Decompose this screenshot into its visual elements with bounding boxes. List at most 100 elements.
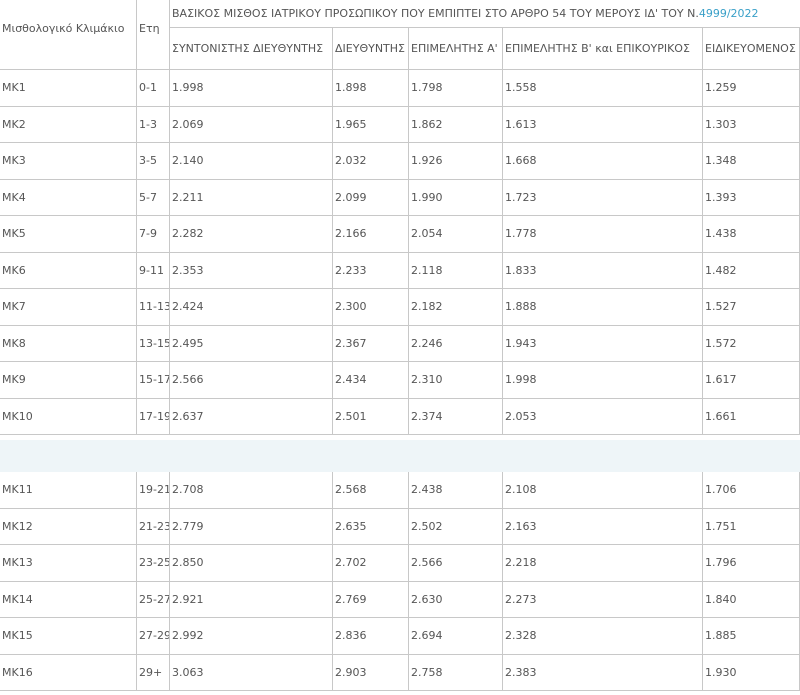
table-cell: 2.566: [170, 362, 333, 399]
table-cell: 3.063: [170, 654, 333, 691]
table-cell: 2.635: [333, 508, 409, 545]
grade-cell: ΜΚ2: [0, 106, 137, 143]
grade-cell: ΜΚ14: [0, 581, 137, 618]
table-cell: 2.758: [409, 654, 503, 691]
table-cell: 2.495: [170, 325, 333, 362]
table-cell: 2.282: [170, 216, 333, 253]
header-text: Ετη: [139, 22, 160, 35]
table-cell: 2.566: [409, 545, 503, 582]
table-cell: 2.438: [409, 472, 503, 509]
table-cell: 2.374: [409, 398, 503, 435]
grade-cell: ΜΚ8: [0, 325, 137, 362]
table-cell: 1.965: [333, 106, 409, 143]
table-cell: 25-27: [137, 581, 170, 618]
table-cell: 1.885: [703, 618, 800, 655]
table-cell: 9-11: [137, 252, 170, 289]
table-cell: 0-1: [137, 70, 170, 107]
table-cell: 2.300: [333, 289, 409, 326]
table-cell: 1-3: [137, 106, 170, 143]
table-cell: 1.348: [703, 143, 800, 180]
table-cell: 1.259: [703, 70, 800, 107]
table-cell: 2.054: [409, 216, 503, 253]
table-cell: 5-7: [137, 179, 170, 216]
table-cell: 7-9: [137, 216, 170, 253]
table-cell: 29+: [137, 654, 170, 691]
table-cell: 2.424: [170, 289, 333, 326]
grade-cell: ΜΚ12: [0, 508, 137, 545]
table-cell: 2.099: [333, 179, 409, 216]
table-cell: 2.434: [333, 362, 409, 399]
table-cell: 2.108: [503, 472, 703, 509]
header-cell: Ετη: [137, 0, 170, 70]
table-cell: 2.903: [333, 654, 409, 691]
column-header: ΣΥΝΤΟΝΙΣΤΗΣ ΔΙΕΥΘΥΝΤΗΣ: [170, 28, 333, 70]
table-cell: 2.163: [503, 508, 703, 545]
table-cell: 1.796: [703, 545, 800, 582]
column-header: ΕΙΔΙΚΕΥΟΜΕΝΟΣ: [703, 28, 800, 70]
header-cell: Μισθολογικό Κλιμάκιο: [0, 0, 137, 70]
table-cell: 1.862: [409, 106, 503, 143]
grade-cell: ΜΚ13: [0, 545, 137, 582]
table-cell: 2.836: [333, 618, 409, 655]
table-gap: [0, 440, 800, 472]
table-cell: 1.898: [333, 70, 409, 107]
table-cell: 27-29: [137, 618, 170, 655]
grade-cell: ΜΚ16: [0, 654, 137, 691]
table-cell: 1.572: [703, 325, 800, 362]
table-cell: 1.393: [703, 179, 800, 216]
table-cell: 1.661: [703, 398, 800, 435]
table-cell: 1.558: [503, 70, 703, 107]
table-cell: 1.438: [703, 216, 800, 253]
grade-cell: ΜΚ10: [0, 398, 137, 435]
table-cell: 17-19: [137, 398, 170, 435]
grade-cell: ΜΚ6: [0, 252, 137, 289]
title: ΒΑΣΙΚΟΣ ΜΙΣΘΟΣ ΙΑΤΡΙΚΟΥ ΠΡΟΣΩΠΙΚΟΥ ΠΟΥ Ε…: [172, 7, 699, 20]
table-cell: 2.702: [333, 545, 409, 582]
table-cell: 2.182: [409, 289, 503, 326]
table-cell: 2.032: [333, 143, 409, 180]
grade-cell: ΜΚ15: [0, 618, 137, 655]
table-cell: 2.053: [503, 398, 703, 435]
table-cell: 1.706: [703, 472, 800, 509]
table-cell: 2.769: [333, 581, 409, 618]
table-cell: 2.630: [409, 581, 503, 618]
table-cell: 1.833: [503, 252, 703, 289]
table-cell: 2.501: [333, 398, 409, 435]
title-link[interactable]: 4999/2022: [698, 7, 759, 20]
table-cell: 13-15: [137, 325, 170, 362]
table-cell: 2.383: [503, 654, 703, 691]
table-cell: 2.708: [170, 472, 333, 509]
table-cell: 23-25: [137, 545, 170, 582]
table-cell: 3-5: [137, 143, 170, 180]
column-header: ΕΠΙΜΕΛΗΤΗΣ Α': [409, 28, 503, 70]
grade-cell: ΜΚ9: [0, 362, 137, 399]
table-cell: 2.992: [170, 618, 333, 655]
table-cell: 1.943: [503, 325, 703, 362]
table-cell: 2.637: [170, 398, 333, 435]
table-cell: 2.273: [503, 581, 703, 618]
table-cell: 2.850: [170, 545, 333, 582]
table-cell: 2.694: [409, 618, 503, 655]
table-cell: 19-21: [137, 472, 170, 509]
table-cell: 2.310: [409, 362, 503, 399]
table-cell: 1.990: [409, 179, 503, 216]
table-cell: 1.888: [503, 289, 703, 326]
table-cell: 1.723: [503, 179, 703, 216]
table-cell: 1.926: [409, 143, 503, 180]
table-cell: 1.840: [703, 581, 800, 618]
table-cell: 1.617: [703, 362, 800, 399]
grade-cell: ΜΚ4: [0, 179, 137, 216]
table-cell: 1.482: [703, 252, 800, 289]
table-cell: 1.798: [409, 70, 503, 107]
table-cell: 2.353: [170, 252, 333, 289]
grade-cell: ΜΚ3: [0, 143, 137, 180]
grade-cell: ΜΚ5: [0, 216, 137, 253]
table-cell: 1.998: [170, 70, 333, 107]
table-cell: 1.930: [703, 654, 800, 691]
table-cell: 2.328: [503, 618, 703, 655]
table-cell: 1.998: [503, 362, 703, 399]
table-cell: 2.218: [503, 545, 703, 582]
table-cell: 2.502: [409, 508, 503, 545]
table-cell: 2.779: [170, 508, 333, 545]
